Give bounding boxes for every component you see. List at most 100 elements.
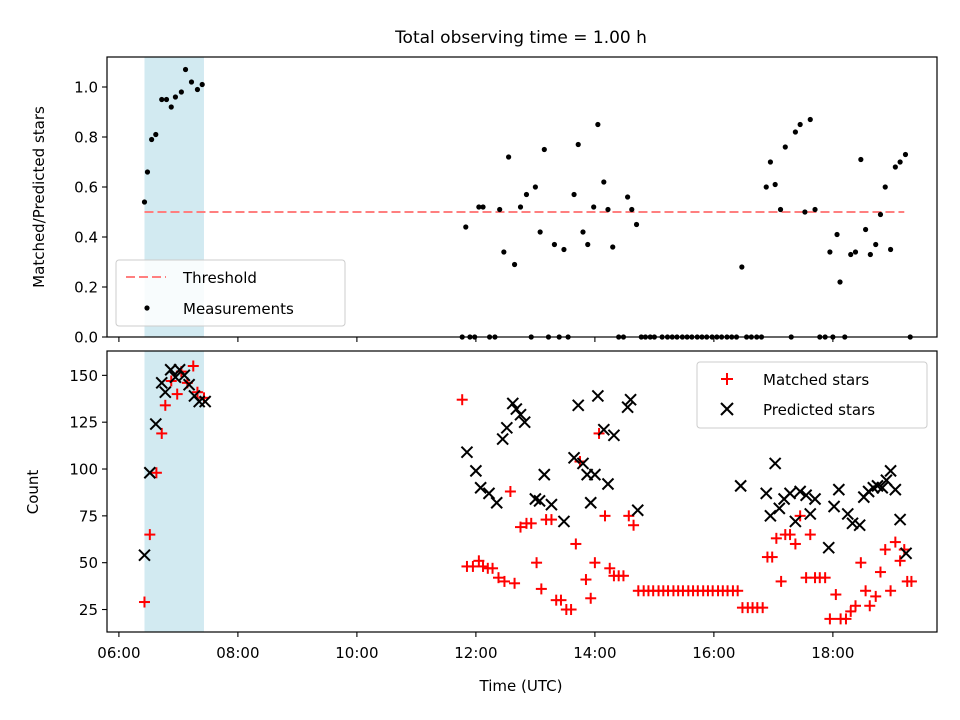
measurement-point	[792, 129, 798, 135]
matched-star-point	[824, 613, 836, 625]
top-y-tick-label: 0.2	[74, 279, 98, 297]
measurement-point	[834, 231, 840, 238]
measurement-point	[591, 204, 597, 210]
measurement-point	[144, 169, 151, 175]
top-legend-box	[115, 259, 346, 327]
measurement-point	[782, 144, 788, 150]
bottom-y-tick-label: 50	[79, 554, 98, 572]
predicted-star-point	[631, 504, 644, 517]
predicted-star-point	[529, 492, 542, 506]
matched-star-point	[757, 602, 769, 614]
matched-star-point	[905, 575, 917, 587]
measurement-point	[141, 199, 148, 205]
legend-measurements-swatch	[144, 305, 150, 311]
measurement-point	[523, 191, 530, 198]
measurement-point	[812, 206, 818, 213]
matched-star-point	[515, 521, 527, 533]
top-y-tick-label: 0.8	[74, 129, 98, 147]
predicted-star-point	[198, 395, 212, 408]
top-y-tick-label: 0.4	[74, 229, 98, 247]
predicted-star-point	[138, 548, 151, 562]
bottom-y-axis-label: Count	[24, 470, 42, 515]
x-tick-label: 10:00	[335, 644, 378, 662]
predicted-star-point	[841, 507, 854, 521]
measurement-point	[172, 94, 179, 100]
predicted-star-point	[793, 485, 807, 498]
measurement-point	[892, 164, 898, 170]
measurement-point	[476, 204, 482, 210]
predicted-star-point	[832, 483, 846, 496]
predicted-star-point	[155, 376, 168, 390]
measurement-point	[629, 206, 635, 213]
matched-star-point	[187, 360, 199, 372]
matched-star-point	[849, 600, 861, 612]
matched-star-point	[498, 575, 510, 587]
predicted-star-point	[889, 483, 902, 496]
legend-matched-swatch	[721, 373, 733, 385]
predicted-star-point	[159, 386, 172, 399]
predicted-star-point	[808, 492, 822, 506]
predicted-star-point	[822, 541, 835, 554]
measurement-point	[625, 194, 631, 200]
predicted-star-point	[576, 457, 590, 470]
matched-star-point	[492, 572, 504, 584]
measurement-point	[633, 221, 640, 228]
bottom-y-tick-label: 150	[69, 367, 98, 385]
measurement-point	[506, 154, 512, 160]
measurement-point	[797, 121, 803, 128]
matched-star-point	[885, 585, 897, 597]
measurement-point	[601, 179, 607, 185]
measurement-point	[848, 251, 854, 258]
predicted-star-point	[518, 415, 531, 429]
measurement-point	[163, 96, 170, 103]
predicted-star-point	[567, 451, 581, 464]
predicted-star-point	[734, 479, 747, 493]
bottom-legend-box	[696, 361, 928, 429]
measurement-point	[571, 191, 577, 198]
measurement-point	[595, 121, 601, 128]
predicted-star-point	[601, 477, 615, 491]
predicted-star-point	[588, 468, 602, 481]
predicted-star-point	[764, 509, 777, 523]
measurement-point	[763, 184, 769, 190]
predicted-star-point	[178, 369, 191, 382]
measurement-point	[561, 246, 567, 253]
predicted-star-point	[827, 500, 841, 513]
predicted-star-point	[846, 517, 859, 530]
predicted-star-point	[773, 502, 786, 515]
bottom-y-tick-label: 75	[79, 507, 98, 525]
matched-star-point	[845, 605, 857, 617]
matched-star-point	[870, 590, 882, 602]
measurement-point	[852, 249, 859, 255]
measurement-point	[532, 184, 538, 190]
measurement-point	[541, 146, 547, 153]
legend-matched-label: Matched stars	[763, 371, 869, 389]
predicted-star-point	[899, 547, 913, 560]
measurement-point	[882, 184, 888, 190]
matched-star-point	[159, 399, 171, 411]
measurement-point	[463, 224, 469, 230]
predicted-star-point	[490, 496, 503, 509]
matched-star-point	[525, 517, 537, 529]
matched-star-point	[840, 613, 852, 625]
predicted-star-point	[482, 487, 496, 500]
measurement-point	[159, 96, 165, 103]
predicted-star-point	[607, 429, 621, 442]
top-panel: 0.0 0.2 0.4 0.6 0.8 1.0 Matched/Predicted sta…	[30, 56, 938, 347]
measurement-point	[194, 86, 201, 93]
measurement-point	[802, 209, 808, 215]
matched-star-point	[766, 551, 778, 563]
measurement-point	[772, 181, 778, 188]
matched-star-point	[487, 562, 499, 574]
matched-star-point	[467, 560, 479, 572]
measurement-point	[188, 79, 195, 85]
measurement-point	[537, 229, 543, 235]
predicted-star-point	[545, 498, 558, 511]
matched-star-point	[830, 589, 842, 601]
matched-star-point	[770, 532, 782, 544]
measurement-point	[902, 151, 909, 158]
measurement-point	[199, 81, 205, 88]
bottom-y-ticks: 25 50 75 100 125 150	[69, 367, 107, 619]
bottom-y-tick-label: 125	[69, 414, 98, 432]
measurement-point	[178, 89, 184, 95]
